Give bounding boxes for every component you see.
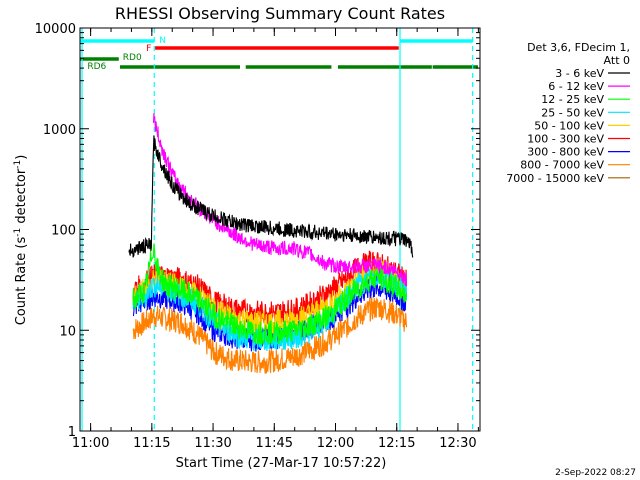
- y-tick-label: 1: [68, 425, 76, 440]
- x-tick-label: 11:30: [194, 436, 231, 451]
- x-tick-label: 12:00: [317, 436, 354, 451]
- y-tick-label: 10000: [35, 22, 76, 37]
- axes: 11:00 11:15 11:30 11:45 12:00 12:15 12:30 1 10 10…: [35, 22, 480, 451]
- x-tick-label: 11:45: [256, 436, 293, 451]
- y-axis-label: Count Rate (s-1 detector-1): [13, 155, 29, 326]
- series-line: [132, 296, 408, 374]
- night-flag-label: N: [159, 36, 166, 46]
- legend-header-2: Att 0: [604, 54, 630, 67]
- legend-label: 100 - 300 keV: [527, 133, 604, 146]
- x-tick-label: 11:15: [133, 436, 170, 451]
- chart-title: RHESSI Observing Summary Count Rates: [115, 4, 445, 23]
- legend-label: 12 - 25 keV: [541, 93, 604, 106]
- legend-label: 7000 - 15000 keV: [506, 172, 604, 185]
- rd6-flag-label: RD6: [87, 62, 106, 72]
- legend-label: 50 - 100 keV: [534, 119, 604, 132]
- series-line: [132, 243, 408, 345]
- legend-label: 3 - 6 keV: [555, 67, 604, 80]
- legend-label: 6 - 12 keV: [548, 80, 604, 93]
- x-tick-label: 12:30: [439, 436, 476, 451]
- x-axis-label: Start Time (27-Mar-17 10:57:22): [176, 456, 387, 471]
- observing-flags: NF RD0 RD6: [80, 36, 478, 72]
- series-line: [128, 135, 414, 258]
- series-line: [152, 113, 408, 287]
- y-tick-label: 100: [51, 224, 76, 239]
- date-stamp: 2-Sep-2022 08:27: [555, 468, 636, 478]
- series-layer: [128, 113, 414, 374]
- flare-flag-label: F: [146, 44, 151, 54]
- y-tick-label: 1000: [43, 123, 76, 138]
- legend-header-1: Det 3,6, FDecim 1,: [527, 41, 630, 54]
- y-tick-label: 10: [59, 324, 76, 339]
- legend-label: 800 - 7000 keV: [520, 159, 604, 172]
- legend-label: 300 - 800 keV: [527, 146, 604, 159]
- rd0-flag-label: RD0: [123, 53, 142, 63]
- x-tick-label: 11:00: [72, 436, 109, 451]
- series-line: [132, 266, 408, 352]
- x-tick-label: 12:15: [378, 436, 415, 451]
- legend-label: 25 - 50 keV: [541, 106, 604, 119]
